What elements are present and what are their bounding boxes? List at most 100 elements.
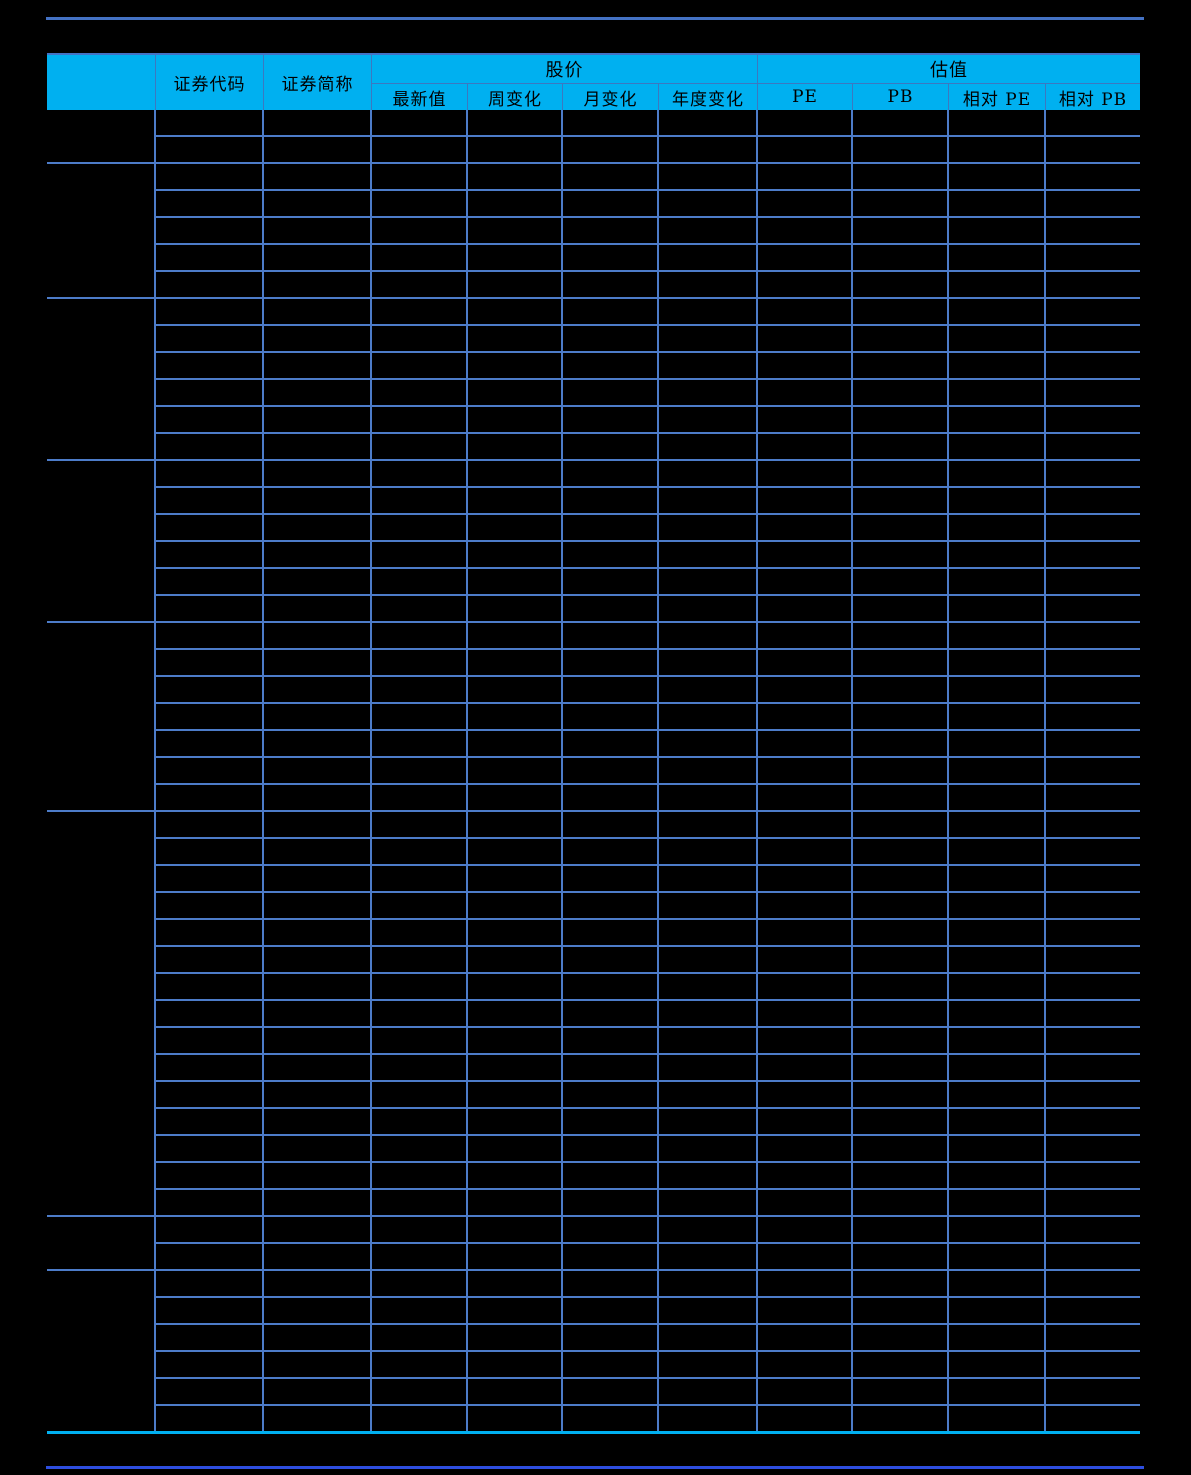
table-cell bbox=[466, 352, 562, 380]
header-year-change: 年度变化 bbox=[658, 83, 757, 110]
table-cell bbox=[756, 1000, 852, 1028]
table-cell bbox=[466, 1162, 562, 1190]
header-month-change: 月变化 bbox=[562, 83, 658, 110]
table-cell bbox=[466, 406, 562, 434]
table-cell bbox=[262, 1378, 371, 1406]
table-cell bbox=[466, 1351, 562, 1379]
table-cell bbox=[370, 757, 467, 785]
table-cell bbox=[1044, 1000, 1140, 1028]
table-cell bbox=[262, 110, 371, 137]
table-cell bbox=[756, 676, 852, 704]
table-row bbox=[47, 1270, 1140, 1434]
table-cell bbox=[561, 1216, 658, 1244]
table-cell bbox=[262, 973, 371, 1001]
table-cell bbox=[154, 1108, 263, 1136]
table-cell bbox=[1044, 352, 1140, 380]
table-cell bbox=[466, 325, 562, 353]
header-pb: PB bbox=[852, 83, 948, 110]
header-corner-cell bbox=[47, 55, 155, 110]
table-cell bbox=[154, 1405, 263, 1433]
table-cell bbox=[1044, 1297, 1140, 1325]
table-cell bbox=[561, 1081, 658, 1109]
table-cell bbox=[947, 622, 1045, 650]
table-cell bbox=[1044, 838, 1140, 866]
table-cell bbox=[370, 1216, 467, 1244]
table-cell bbox=[947, 352, 1045, 380]
table-cell bbox=[561, 622, 658, 650]
table-cell bbox=[154, 136, 263, 164]
table-cell bbox=[561, 676, 658, 704]
table-cell bbox=[466, 838, 562, 866]
table-cell bbox=[154, 1243, 263, 1271]
table-cell bbox=[851, 217, 948, 245]
table-cell bbox=[756, 1027, 852, 1055]
table-cell bbox=[851, 1351, 948, 1379]
table-cell bbox=[262, 244, 371, 272]
table-row bbox=[47, 784, 1140, 812]
table-row bbox=[47, 892, 1140, 920]
table-cell bbox=[154, 406, 263, 434]
table-cell bbox=[947, 892, 1045, 920]
table-cell bbox=[756, 298, 852, 326]
table-cell bbox=[851, 352, 948, 380]
group-label-cell bbox=[47, 298, 155, 461]
table-cell bbox=[756, 460, 852, 488]
table-cell bbox=[370, 595, 467, 623]
table-cell bbox=[1044, 244, 1140, 272]
table-cell bbox=[657, 1162, 757, 1190]
table-cell bbox=[370, 433, 467, 461]
table-cell bbox=[947, 1216, 1045, 1244]
table-cell bbox=[947, 919, 1045, 947]
table-cell bbox=[561, 1000, 658, 1028]
table-cell bbox=[657, 973, 757, 1001]
table-cell bbox=[154, 865, 263, 893]
table-cell bbox=[370, 460, 467, 488]
table-cell bbox=[947, 541, 1045, 569]
table-cell bbox=[851, 514, 948, 542]
table-row bbox=[47, 622, 1140, 812]
table-cell bbox=[466, 703, 562, 731]
table-cell bbox=[851, 865, 948, 893]
table-cell bbox=[756, 595, 852, 623]
table-cell bbox=[262, 838, 371, 866]
table-cell bbox=[370, 217, 467, 245]
table-cell bbox=[657, 110, 757, 137]
table-cell bbox=[851, 703, 948, 731]
table-cell bbox=[370, 1243, 467, 1271]
table-cell bbox=[947, 676, 1045, 704]
table-row bbox=[47, 1189, 1140, 1217]
table-row bbox=[47, 298, 1140, 461]
table-cell bbox=[947, 1270, 1045, 1298]
table-cell bbox=[466, 1216, 562, 1244]
bottom-divider-line bbox=[46, 1466, 1144, 1469]
table-cell bbox=[154, 919, 263, 947]
table-cell bbox=[262, 676, 371, 704]
table-cell bbox=[851, 244, 948, 272]
table-cell bbox=[154, 649, 263, 677]
table-cell bbox=[851, 892, 948, 920]
table-cell bbox=[756, 1243, 852, 1271]
table-cell bbox=[370, 163, 467, 191]
table-cell bbox=[262, 1324, 371, 1352]
table-cell bbox=[1044, 487, 1140, 515]
table-cell bbox=[947, 1324, 1045, 1352]
table-cell bbox=[561, 784, 658, 812]
table-cell bbox=[466, 460, 562, 488]
table-cell bbox=[466, 595, 562, 623]
table-cell bbox=[947, 1189, 1045, 1217]
table-cell bbox=[756, 730, 852, 758]
table-cell bbox=[1044, 595, 1140, 623]
table-cell bbox=[851, 622, 948, 650]
table-cell bbox=[466, 244, 562, 272]
table-cell bbox=[657, 1108, 757, 1136]
table-cell bbox=[466, 1000, 562, 1028]
table-cell bbox=[466, 298, 562, 326]
table-cell bbox=[370, 1324, 467, 1352]
table-cell bbox=[947, 568, 1045, 596]
table-cell bbox=[370, 1000, 467, 1028]
table-cell bbox=[154, 1027, 263, 1055]
table-cell bbox=[154, 379, 263, 407]
table-cell bbox=[851, 487, 948, 515]
table-cell bbox=[370, 110, 467, 137]
table-row bbox=[47, 514, 1140, 542]
